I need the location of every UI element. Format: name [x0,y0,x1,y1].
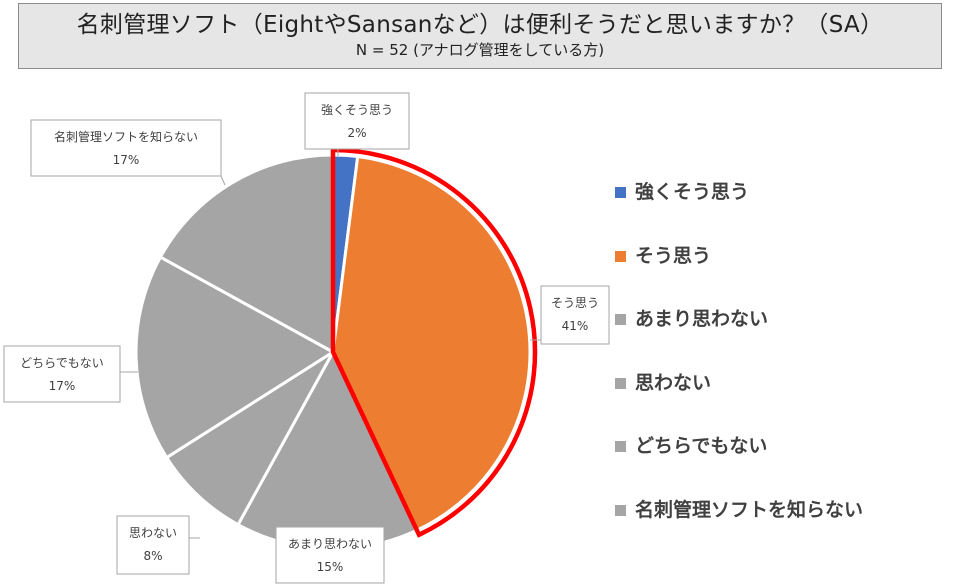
data-label: 強くそう思う 2% [304,92,410,156]
data-label-box [116,515,190,575]
legend-swatch [615,377,626,389]
data-label-category: あまり思わない [288,537,372,551]
legend-label: どちらでもない [635,435,768,457]
legend-swatch [615,441,626,452]
legend-label: 強くそう思う [635,181,750,203]
legend-swatch [615,504,626,516]
highlight-outline [330,147,538,538]
data-label-box [3,345,121,403]
legend-swatch [615,314,626,325]
data-label-box [30,119,222,177]
legend-label: 名刺管理ソフトを知らない [635,498,864,521]
pie-slice [331,154,532,533]
legend-item: どちらでもない [615,434,863,498]
data-label-category: そう思う [551,296,599,310]
data-label-category: 名刺管理ソフトを知らない [54,129,198,144]
data-label-category: どちらでもない [20,356,104,370]
data-label-value: 2% [347,126,366,140]
data-label-value: 8% [143,549,162,563]
pie-slice [134,255,336,460]
data-label-value: 17% [113,153,140,167]
legend-item: そう思う [615,244,863,308]
data-label-box [275,526,385,584]
data-label-value: 15% [317,560,344,574]
data-label: 名刺管理ソフトを知らない 17% [30,119,226,186]
legend-item: 思わない [615,371,863,435]
data-label-value: 17% [49,379,76,393]
chart-subtitle: N = 52 (アナログ管理をしている方) [355,41,605,59]
data-label-box [304,92,410,150]
data-label: 思わない 8% [116,515,200,575]
legend-label: そう思う [635,244,712,267]
legend-item: 強くそう思う [615,180,863,244]
data-label-category: 思わない [129,526,177,540]
pie-slice [164,350,335,527]
data-label-box [540,285,610,345]
data-label-category: 強くそう思う [321,103,393,117]
data-label: どちらでもない 17% [3,345,138,403]
legend-swatch [615,187,626,198]
leader-line [220,175,226,186]
chart-title: 名刺管理ソフト（EightやSansanなど）は便利そうだと思いますか？（SA） [76,12,884,38]
data-label-value: 41% [562,319,589,333]
legend-item: 名刺管理ソフトを知らない [615,498,863,562]
legend-item: あまり思わない [615,307,863,371]
data-label: あまり思わない 15% [275,526,385,584]
chart-legend: 強くそう思う そう思う あまり思わない 思わない どちらでもない 名刺管理ソフト… [615,180,863,561]
data-label: そう思う 41% [530,285,610,345]
legend-swatch [615,250,626,262]
chart-title-box: 名刺管理ソフト（EightやSansanなど）は便利そうだと思いますか？（SA）… [18,3,942,69]
legend-label: 思わない [635,371,712,394]
pie-slice [158,153,335,355]
legend-label: あまり思わない [635,308,769,330]
